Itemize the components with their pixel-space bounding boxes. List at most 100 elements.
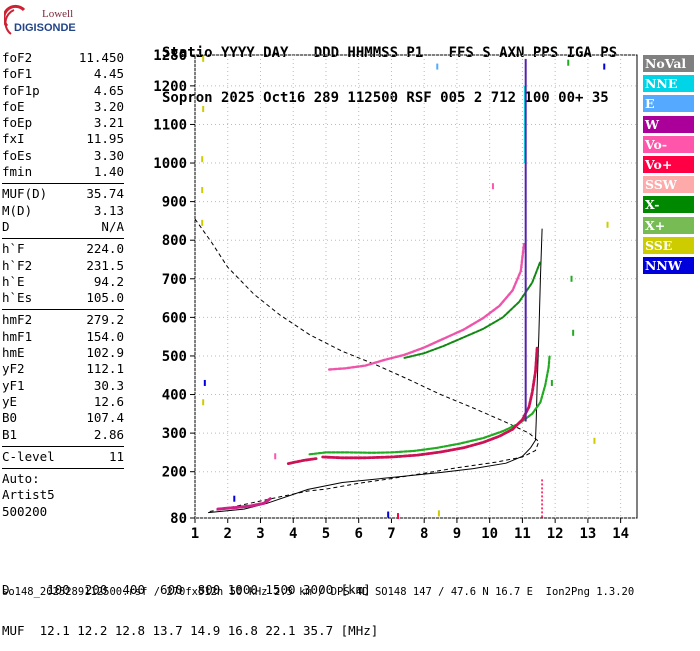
param-row: B1 2.86 (2, 427, 124, 443)
param-row: foF1 4.45 (2, 66, 124, 82)
param-label: B0 (2, 410, 18, 426)
header-values: Sopron 2025 Oct16 289 112500 RSF 005 2 7… (162, 90, 609, 106)
noise-echo (202, 399, 205, 406)
param-value: 94.2 (93, 273, 124, 289)
param-row: B0 107.4 (2, 410, 124, 426)
param-value: 35.74 (86, 186, 124, 202)
station-header: Statio YYYY DAY DDD HHMMSS P1 FFS S AXN … (162, 16, 617, 121)
param-label: yE (2, 393, 18, 409)
param-value: 3.30 (93, 147, 124, 163)
param-separator (2, 309, 124, 311)
param-value: 4.45 (93, 66, 124, 82)
legend-item: Vo- (643, 135, 694, 153)
param-label: M(D) (2, 202, 33, 218)
param-label: foEs (2, 147, 33, 163)
y-tick-label: 900 (162, 195, 187, 211)
param-label: foE (2, 98, 25, 114)
param-value: 102.9 (86, 345, 124, 361)
param-label: fmin (2, 164, 33, 180)
autoscale-code: 500200 (2, 503, 48, 519)
x-tick-label: 14 (612, 526, 629, 542)
param-row: hmE 102.9 (2, 345, 124, 361)
param-label: B1 (2, 426, 18, 442)
x-tick-label: 3 (256, 526, 264, 542)
param-value: 112.1 (86, 361, 124, 377)
param-row: h`E 94.2 (2, 274, 124, 290)
o-trace-multihop (328, 242, 526, 371)
x-tick-label: 13 (579, 526, 596, 542)
y-tick-label: 500 (162, 349, 187, 365)
param-label: foF1 (2, 66, 33, 82)
true-height-profile (208, 228, 543, 514)
param-label: h`E (2, 273, 25, 289)
param-row: C-level 11 (2, 449, 124, 465)
param-value: 11 (108, 448, 124, 464)
param-row: foEs 3.30 (2, 148, 124, 164)
x-trace-f2 (308, 354, 551, 456)
param-label: C-level (2, 448, 55, 464)
param-label: foF1p (2, 82, 40, 98)
param-label: MUF(D) (2, 186, 48, 202)
noise-echo (387, 511, 390, 518)
param-value: 105.0 (86, 290, 124, 306)
legend-item: X- (643, 196, 694, 214)
logo-lowell: Lowell (42, 8, 73, 20)
o-trace-f2 (321, 346, 539, 460)
param-row: M(D) 3.13 (2, 203, 124, 219)
muf-table: D 100 200 400 600 800 1000 1500 3000 [km… (2, 556, 378, 651)
x-tick-label: 4 (289, 526, 297, 542)
x-tick-label: 8 (420, 526, 428, 542)
digisonde-logo: Lowell DIGISONDE (4, 4, 76, 35)
param-value: 279.2 (86, 312, 124, 328)
muf-distance-row: D 100 200 400 600 800 1000 1500 3000 [km… (2, 582, 371, 597)
param-value: 4.65 (93, 82, 124, 98)
param-separator (2, 183, 124, 185)
y-tick-label: 300 (162, 426, 187, 442)
param-label: h`Es (2, 290, 33, 306)
x-tick-label: 2 (224, 526, 232, 542)
noise-echo (203, 379, 206, 386)
noise-echo (201, 187, 204, 194)
legend-item: X+ (643, 216, 694, 234)
param-separator (2, 445, 124, 447)
noise-echo (593, 437, 596, 444)
header-labels: Statio YYYY DAY DDD HHMMSS P1 FFS S AXN … (162, 45, 618, 61)
param-row: h`F2 231.5 (2, 258, 124, 274)
param-row: yF1 30.3 (2, 378, 124, 394)
x-trace-multihop (403, 260, 542, 359)
y-tick-label: 80 (170, 511, 187, 527)
muf-frequency-row: MUF 12.1 12.2 12.8 13.7 14.9 16.8 22.1 3… (2, 622, 379, 638)
y-tick-label: 1280 (153, 48, 187, 64)
noise-echo (233, 495, 236, 502)
param-label: yF1 (2, 377, 25, 393)
param-label: foF2 (2, 50, 33, 65)
param-value: 11.95 (86, 131, 124, 147)
param-row: fxI 11.95 (2, 131, 124, 147)
noise-echo (201, 156, 204, 163)
noise-echo (570, 275, 573, 282)
y-tick-label: 400 (162, 388, 187, 404)
x-tick-label: 10 (481, 526, 498, 542)
param-separator (2, 238, 124, 240)
legend-item: NNE (643, 75, 694, 93)
noise-echo (396, 513, 399, 520)
noise-echo (202, 106, 205, 113)
param-row: fmin 1.40 (2, 164, 124, 180)
param-row: h`F 224.0 (2, 241, 124, 257)
x-tick-label: 6 (354, 526, 362, 542)
autoscale-artist: Artist5 (2, 487, 55, 503)
param-value: 3.21 (93, 115, 124, 131)
legend-item: NNW (643, 256, 694, 274)
noise-echo (202, 55, 205, 62)
param-value: 154.0 (86, 328, 124, 344)
param-label: foEp (2, 115, 33, 131)
ionogram-chart: 1 2 3 4 5 6 7 8 9 10 11 12 13 14802003004005006007008… (153, 48, 638, 542)
x-tick-label: 12 (547, 526, 564, 542)
x-tick-label: 11 (514, 526, 531, 542)
param-row: yE 12.6 (2, 394, 124, 410)
x-tick-label: 9 (453, 526, 461, 542)
param-row: D N/A (2, 219, 124, 235)
param-value: N/A (101, 218, 124, 234)
logo-digisonde: DIGISONDE (14, 22, 76, 34)
noise-echo (436, 63, 439, 70)
